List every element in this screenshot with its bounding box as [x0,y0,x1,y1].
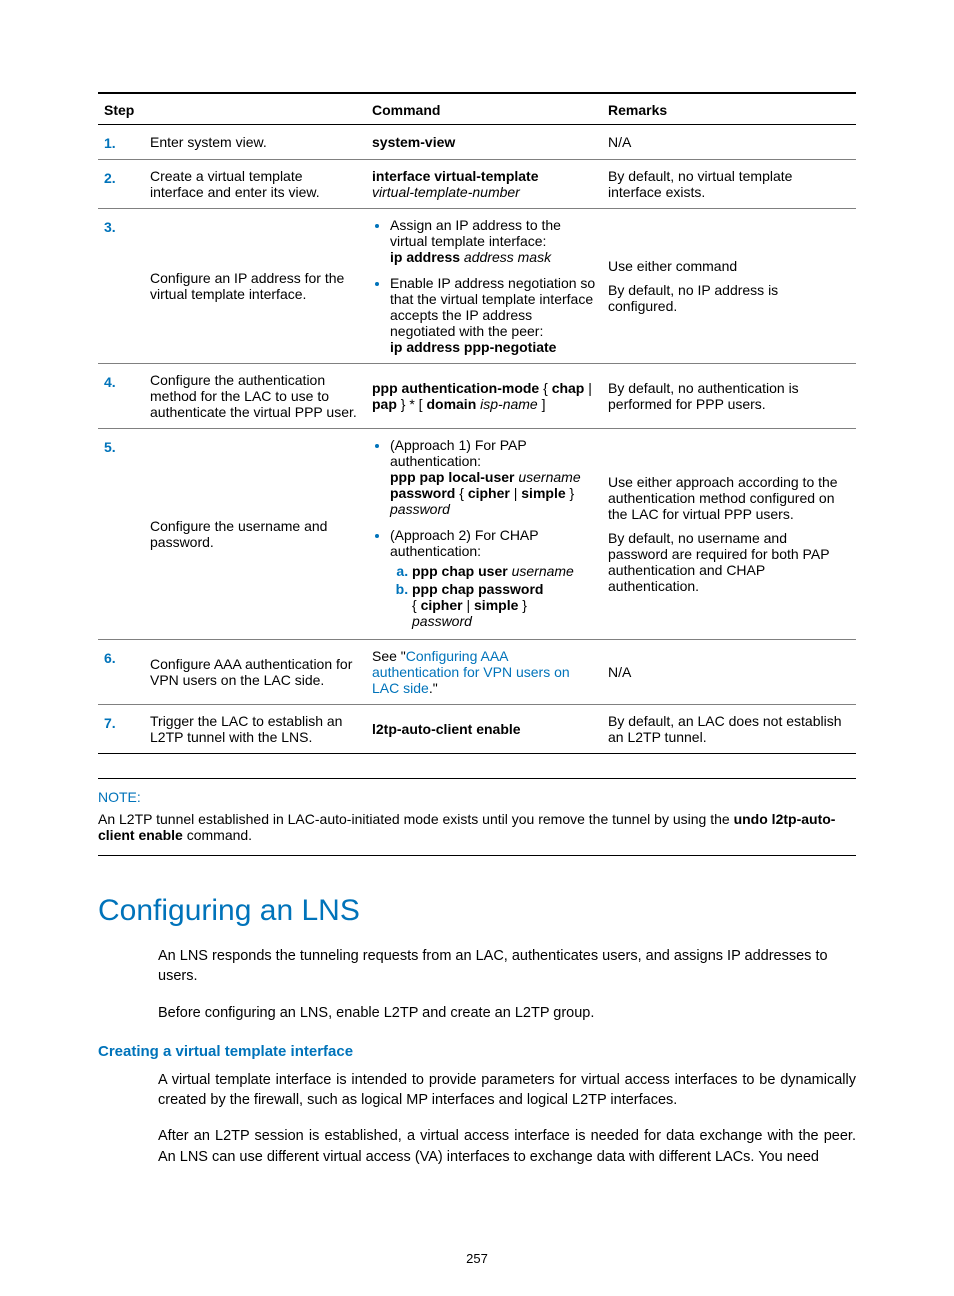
paragraph: A virtual template interface is intended… [158,1070,856,1111]
step-remarks: By default, no authentication is perform… [602,364,856,429]
table-row: 6. Configure AAA authentication for VPN … [98,640,856,705]
table-row: 7. Trigger the LAC to establish an L2TP … [98,705,856,754]
step-remarks: Use either approach according to the aut… [602,429,856,640]
note-label: NOTE: [98,789,856,805]
step-number: 6. [98,640,144,705]
step-command: (Approach 1) For PAP authentication: ppp… [366,429,602,640]
step-desc: Configure AAA authentication for VPN use… [144,640,366,705]
note-box: NOTE: An L2TP tunnel established in LAC-… [98,778,856,856]
col-header-remarks: Remarks [602,93,856,125]
step-command: Assign an IP address to the virtual temp… [366,209,602,364]
list-item: ppp chap user username [412,563,596,579]
step-desc: Trigger the LAC to establish an L2TP tun… [144,705,366,754]
step-remarks: N/A [602,640,856,705]
step-number: 3. [98,209,144,364]
heading-creating-vti: Creating a virtual template interface [98,1043,856,1060]
table-row: 5. Configure the username and password. … [98,429,856,640]
step-remarks: Use either command By default, no IP add… [602,209,856,364]
page: Step Command Remarks 1. Enter system vie… [0,0,954,1296]
table-row: 3. Configure an IP address for the virtu… [98,209,856,364]
step-number: 5. [98,429,144,640]
table-row: 4. Configure the authentication method f… [98,364,856,429]
list-item: ppp chap password { cipher | simple } pa… [412,581,596,629]
table-row: 1. Enter system view. system-view N/A [98,125,856,160]
list-item: (Approach 1) For PAP authentication: ppp… [390,437,596,517]
heading-configuring-lns: Configuring an LNS [98,894,856,928]
config-table: Step Command Remarks 1. Enter system vie… [98,92,856,754]
step-command: See "Configuring AAA authentication for … [366,640,602,705]
step-number: 7. [98,705,144,754]
step-command: system-view [366,125,602,160]
list-item: (Approach 2) For CHAP authentication: pp… [390,527,596,629]
step-desc: Configure the authentication method for … [144,364,366,429]
step-desc: Configure the username and password. [144,429,366,640]
col-header-command: Command [366,93,602,125]
paragraph: After an L2TP session is established, a … [158,1126,856,1167]
note-text: An L2TP tunnel established in LAC-auto-i… [98,811,856,843]
table-row: 2. Create a virtual template interface a… [98,160,856,209]
step-number: 4. [98,364,144,429]
step-desc: Configure an IP address for the virtual … [144,209,366,364]
step-desc: Create a virtual template interface and … [144,160,366,209]
step-command: ppp authentication-mode { chap | pap } *… [366,364,602,429]
list-item: Enable IP address negotiation so that th… [390,275,596,355]
page-number: 257 [0,1251,954,1266]
step-command: l2tp-auto-client enable [366,705,602,754]
paragraph: Before configuring an LNS, enable L2TP a… [158,1003,856,1023]
step-number: 1. [98,125,144,160]
step-number: 2. [98,160,144,209]
step-remarks: By default, no virtual template interfac… [602,160,856,209]
step-command: interface virtual-template virtual-templ… [366,160,602,209]
step-desc: Enter system view. [144,125,366,160]
list-item: Assign an IP address to the virtual temp… [390,217,596,265]
col-header-step: Step [98,93,366,125]
step-remarks: By default, an LAC does not establish an… [602,705,856,754]
step-remarks: N/A [602,125,856,160]
paragraph: An LNS responds the tunneling requests f… [158,946,856,987]
